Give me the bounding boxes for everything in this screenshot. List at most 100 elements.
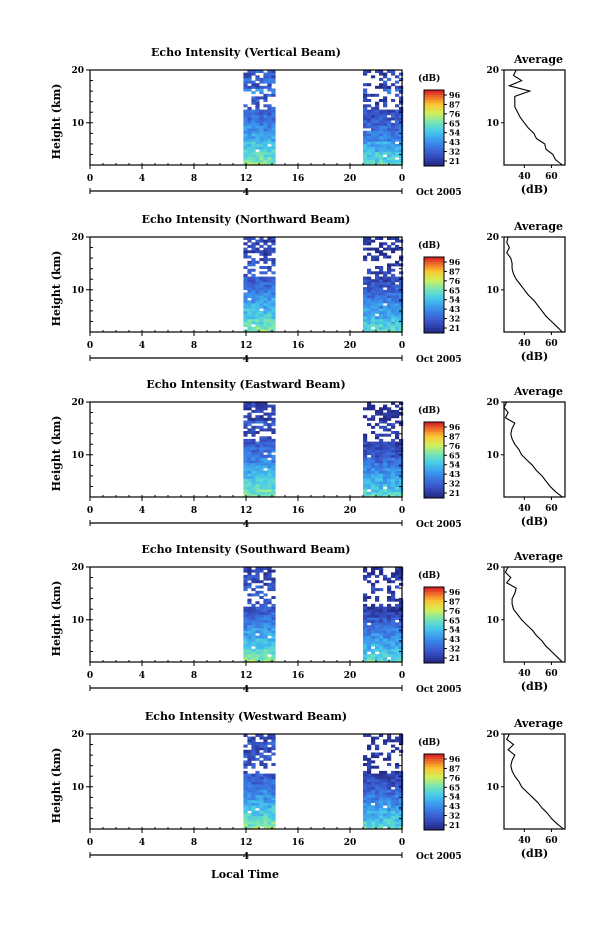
- echo-cell: [399, 494, 404, 498]
- echo-cell: [263, 287, 268, 291]
- echo-cell: [243, 778, 248, 782]
- echo-cell: [247, 622, 252, 626]
- echo-cell: [375, 279, 380, 283]
- echo-cell: [267, 252, 272, 256]
- colorbar-band: [424, 594, 444, 598]
- echo-cell: [363, 486, 368, 490]
- echo-cell: [255, 449, 260, 453]
- echo-cell: [267, 93, 272, 97]
- echo-cell: [399, 112, 404, 116]
- echo-cell: [387, 475, 392, 479]
- echo-cell: [363, 117, 368, 121]
- profile-y-tick-label: 20: [486, 233, 499, 243]
- echo-cell: [243, 625, 248, 629]
- echo-cell: [399, 640, 404, 644]
- echo-cell: [399, 630, 404, 634]
- echo-cell: [367, 279, 372, 283]
- colorbar-band: [424, 467, 444, 471]
- echo-cell: [263, 75, 268, 79]
- echo-cell: [371, 755, 376, 759]
- echo-cell: [247, 739, 252, 743]
- echo-cell: [375, 305, 380, 309]
- echo-cell: [379, 638, 384, 642]
- echo-cell: [387, 125, 392, 129]
- colorbar-band: [424, 140, 444, 144]
- echo-cell: [271, 460, 276, 464]
- echo-cell: [263, 457, 268, 461]
- echo-cell: [379, 648, 384, 652]
- echo-cell: [271, 818, 276, 822]
- echo-cell: [367, 773, 372, 777]
- echo-cell: [267, 324, 272, 328]
- echo-cell: [259, 244, 264, 248]
- echo-cell: [395, 117, 400, 121]
- colorbar-band: [424, 756, 444, 760]
- echo-cell: [263, 271, 268, 275]
- echo-cell: [363, 823, 368, 827]
- echo-cell: [259, 659, 264, 663]
- echo-cell: [371, 120, 376, 124]
- colorbar-frame: [423, 421, 445, 499]
- echo-cell: [255, 260, 260, 264]
- echo-cell: [259, 654, 264, 658]
- echo-cell: [251, 821, 256, 825]
- echo-cell: [255, 402, 260, 405]
- echo-cell: [387, 407, 392, 411]
- colorbar-band: [424, 776, 444, 780]
- echo-cell: [251, 295, 256, 299]
- echo-cell: [387, 590, 392, 594]
- echo-cell: [383, 143, 388, 147]
- echo-cell: [251, 606, 256, 610]
- echo-cell: [271, 807, 276, 811]
- echo-cell: [243, 308, 248, 312]
- echo-cell: [255, 786, 260, 790]
- echo-cell: [371, 284, 376, 288]
- echo-cell: [379, 627, 384, 631]
- echo-cell: [367, 444, 372, 448]
- echo-cell: [247, 162, 252, 166]
- echo-cell: [375, 792, 380, 796]
- echo-cell: [243, 574, 248, 578]
- echo-cell: [399, 739, 404, 743]
- echo-cell: [247, 271, 252, 275]
- echo-cell: [263, 646, 268, 650]
- echo-cell: [251, 276, 256, 280]
- echo-cell: [247, 329, 252, 333]
- echo-cell: [247, 781, 252, 785]
- echo-cell: [399, 736, 404, 740]
- echo-cell: [387, 807, 392, 811]
- echo-cell: [263, 567, 268, 570]
- echo-cell: [375, 449, 380, 453]
- echo-cell: [259, 276, 264, 280]
- echo-cell: [267, 773, 272, 777]
- echo-cell: [363, 154, 368, 158]
- echo-cell: [247, 593, 252, 597]
- echo-cell: [387, 70, 392, 73]
- echo-cell: [391, 462, 396, 466]
- echo-cell: [367, 407, 372, 411]
- echo-cell: [247, 475, 252, 479]
- echo-cell: [391, 468, 396, 471]
- echo-cell: [271, 635, 276, 639]
- echo-cell: [363, 617, 368, 621]
- echo-cell: [271, 486, 276, 490]
- x-tick-label: 4: [139, 506, 145, 516]
- echo-cell: [375, 133, 380, 137]
- echo-cell: [259, 120, 264, 124]
- echo-cell: [263, 109, 268, 113]
- echo-cell: [255, 114, 260, 118]
- echo-cell: [387, 247, 392, 251]
- echo-cell: [375, 112, 380, 116]
- echo-cell: [383, 813, 388, 817]
- echo-cell: [259, 266, 264, 269]
- echo-cell: [271, 813, 276, 817]
- echo-cell: [395, 130, 400, 134]
- echo-cell: [391, 627, 396, 631]
- echo-cell: [395, 643, 400, 647]
- echo-cell: [367, 475, 372, 479]
- echo-cell: [371, 640, 376, 644]
- echo-cell: [251, 308, 256, 312]
- echo-cell: [371, 760, 376, 764]
- echo-cell: [259, 80, 264, 84]
- echo-cell: [251, 316, 256, 320]
